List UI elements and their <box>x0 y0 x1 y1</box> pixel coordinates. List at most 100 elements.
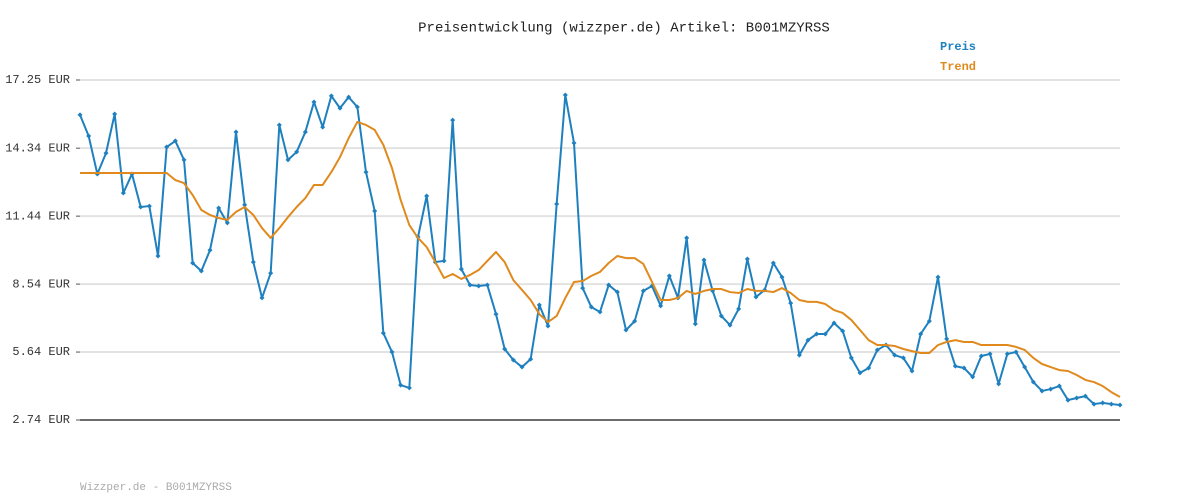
point-marker <box>363 169 369 175</box>
chart-title: Preisentwicklung (wizzper.de) Artikel: B… <box>418 21 830 37</box>
point-marker <box>1091 401 1097 407</box>
point-marker <box>467 282 473 288</box>
point-marker <box>224 220 230 226</box>
point-marker <box>285 157 291 163</box>
point-marker <box>692 321 698 327</box>
point-marker <box>528 356 534 362</box>
point-marker <box>216 205 222 211</box>
point-marker <box>112 111 118 117</box>
point-marker <box>866 365 872 371</box>
point-marker <box>978 353 984 359</box>
legend-label: Trend <box>940 60 976 74</box>
point-marker <box>1048 386 1054 392</box>
point-marker <box>190 260 196 266</box>
point-marker <box>597 309 603 315</box>
point-marker <box>658 303 664 309</box>
point-marker <box>744 256 750 262</box>
point-marker <box>874 347 880 353</box>
point-marker <box>242 202 248 208</box>
point-marker <box>181 157 187 163</box>
y-tick-label: 8.54 EUR <box>12 277 70 291</box>
point-marker <box>138 204 144 210</box>
point-marker <box>1030 379 1036 385</box>
point-marker <box>346 94 352 100</box>
point-marker <box>606 282 612 288</box>
point-marker <box>892 352 898 358</box>
point-marker <box>372 208 378 214</box>
point-marker <box>233 129 239 135</box>
y-tick-label: 17.25 EUR <box>5 73 70 87</box>
point-marker <box>961 365 967 371</box>
point-marker <box>1117 402 1123 408</box>
y-tick-label: 2.74 EUR <box>12 413 70 427</box>
point-marker <box>519 364 525 370</box>
point-marker <box>684 235 690 241</box>
point-marker <box>1022 364 1028 370</box>
point-marker <box>857 370 863 376</box>
point-marker <box>554 201 560 207</box>
y-tick-label: 14.34 EUR <box>5 141 70 155</box>
point-marker <box>909 368 915 374</box>
point-marker <box>1004 351 1010 357</box>
point-marker <box>701 257 707 263</box>
point-marker <box>510 357 516 363</box>
point-marker <box>848 355 854 361</box>
point-marker <box>406 385 412 391</box>
point-marker <box>146 203 152 209</box>
point-marker <box>1082 393 1088 399</box>
point-marker <box>441 258 447 264</box>
point-marker <box>987 351 993 357</box>
point-marker <box>640 288 646 294</box>
point-marker <box>320 124 326 130</box>
point-marker <box>164 144 170 150</box>
point-marker <box>1056 383 1062 389</box>
point-marker <box>952 363 958 369</box>
point-marker <box>632 318 638 324</box>
point-marker <box>311 99 317 105</box>
point-marker <box>779 274 785 280</box>
point-marker <box>580 285 586 291</box>
point-marker <box>103 150 109 156</box>
point-marker <box>814 331 820 337</box>
point-marker <box>944 336 950 342</box>
point-marker <box>1108 401 1114 407</box>
point-marker <box>476 283 482 289</box>
point-marker <box>77 112 83 118</box>
point-marker <box>86 133 92 139</box>
footer: Wizzper.de - B001MZYRSS <box>80 482 232 494</box>
point-marker <box>935 274 941 280</box>
point-marker <box>302 129 308 135</box>
point-marker <box>389 349 395 355</box>
point-marker <box>1039 388 1045 394</box>
point-marker <box>484 282 490 288</box>
point-marker <box>398 382 404 388</box>
point-marker <box>805 337 811 343</box>
point-marker <box>536 302 542 308</box>
point-marker <box>268 270 274 276</box>
point-marker <box>1100 400 1106 406</box>
point-marker <box>172 138 178 144</box>
point-marker <box>840 328 846 334</box>
point-marker <box>900 355 906 361</box>
point-marker <box>796 352 802 358</box>
point-marker <box>588 304 594 310</box>
point-marker <box>450 117 456 123</box>
point-marker <box>788 300 794 306</box>
point-marker <box>718 313 724 319</box>
point-marker <box>493 311 499 317</box>
point-marker <box>155 253 161 259</box>
point-marker <box>926 318 932 324</box>
point-marker <box>562 92 568 98</box>
point-marker <box>1065 397 1071 403</box>
point-marker <box>502 346 508 352</box>
point-marker <box>571 140 577 146</box>
point-marker <box>250 259 256 265</box>
point-marker <box>996 381 1002 387</box>
point-marker <box>276 122 282 128</box>
point-marker <box>970 374 976 380</box>
legend-label: Preis <box>940 40 976 54</box>
point-marker <box>207 247 213 253</box>
point-marker <box>424 193 430 199</box>
point-marker <box>831 320 837 326</box>
